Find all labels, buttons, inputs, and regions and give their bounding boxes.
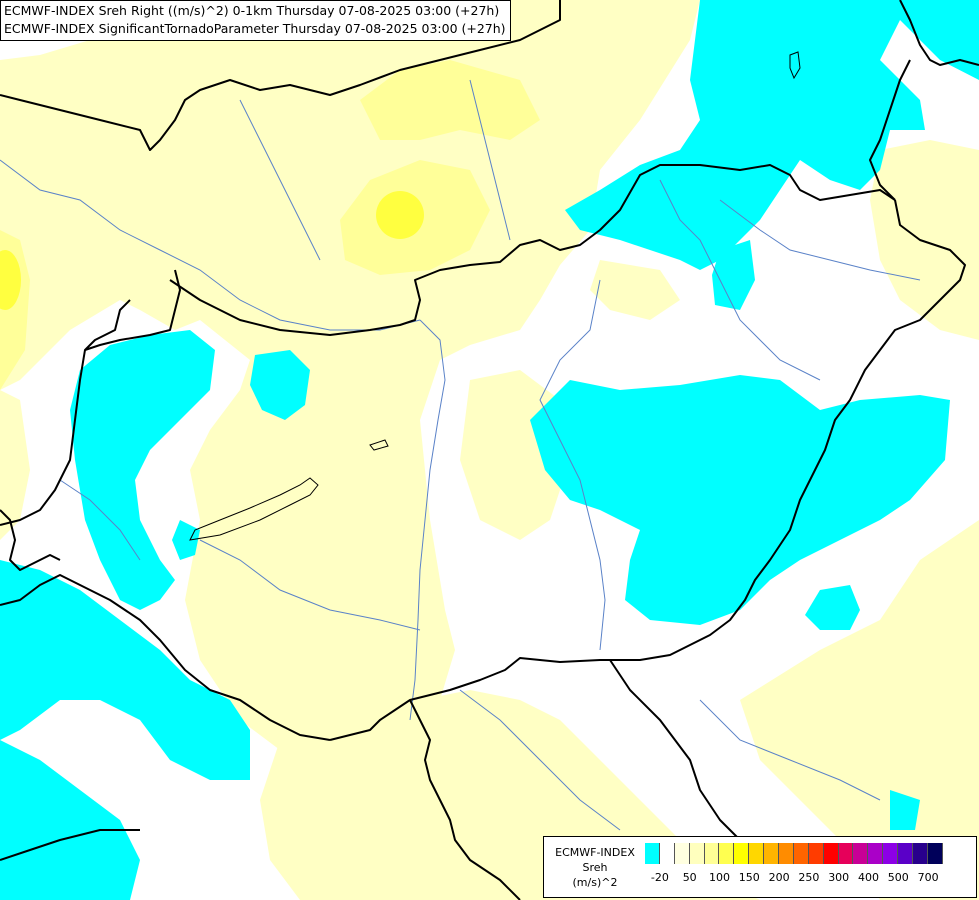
river-danube-north bbox=[0, 159, 421, 331]
legend-swatch bbox=[823, 843, 839, 864]
river-southeast bbox=[699, 699, 881, 801]
border-slovakia-hungary bbox=[169, 164, 896, 336]
yellow-core-west-peak bbox=[0, 250, 21, 310]
legend-tick-label: 250 bbox=[798, 871, 820, 884]
cyan-region-northeast-edge bbox=[930, 0, 979, 40]
border-east-romania bbox=[329, 199, 966, 741]
yellow-region-northeast bbox=[870, 140, 979, 340]
legend-tick-label: -20 bbox=[650, 871, 669, 884]
yellow-region-northwest bbox=[0, 0, 700, 760]
legend-swatch bbox=[734, 843, 750, 864]
legend-tick-label: 400 bbox=[858, 871, 879, 884]
legend-tick-label: 300 bbox=[828, 871, 850, 884]
legend-tick-label: 500 bbox=[887, 871, 909, 884]
border-southwest-2 bbox=[0, 829, 140, 861]
cyan-region-west bbox=[70, 330, 215, 610]
legend-swatches bbox=[645, 843, 943, 864]
legend-swatch bbox=[645, 843, 660, 864]
cyan-region-southeast-blob bbox=[805, 585, 860, 630]
cyan-region-southwest bbox=[0, 560, 250, 780]
cyan-region-east-small bbox=[712, 240, 755, 310]
river-north-center bbox=[469, 79, 511, 241]
legend-swatch bbox=[927, 843, 943, 864]
legend-swatch bbox=[898, 843, 914, 864]
legend-swatch bbox=[719, 843, 735, 864]
legend-swatch bbox=[838, 843, 854, 864]
lakes bbox=[189, 51, 801, 541]
border-far-northeast bbox=[869, 59, 911, 201]
river-northwest bbox=[239, 99, 321, 261]
lake-east bbox=[789, 51, 801, 80]
yellow-core-peak bbox=[376, 191, 424, 239]
legend-tick-label: 50 bbox=[682, 871, 697, 884]
legend-swatch bbox=[868, 843, 884, 864]
legend-swatch bbox=[808, 843, 824, 864]
legend-unit: (m/s)^2 bbox=[572, 876, 618, 889]
yellow-region-west-edge bbox=[0, 390, 30, 540]
river-northeast bbox=[719, 199, 921, 281]
border-northeast-ukraine bbox=[899, 0, 979, 66]
legend-swatch bbox=[913, 843, 928, 864]
legend-swatch bbox=[659, 843, 675, 864]
border-west-slovenia bbox=[0, 509, 61, 571]
river-danube-south bbox=[409, 319, 446, 721]
yellow-region-east-mid bbox=[590, 260, 680, 320]
border-croatia-south bbox=[0, 574, 331, 741]
legend-tick-label: 200 bbox=[768, 871, 790, 884]
yellow-region-southeast bbox=[740, 520, 979, 900]
border-north bbox=[0, 0, 561, 151]
legend-tick-label: 150 bbox=[738, 871, 760, 884]
legend-swatch bbox=[689, 843, 705, 864]
border-austria-hungary bbox=[84, 269, 181, 351]
cyan-region-northeast bbox=[565, 0, 979, 270]
river-tisza bbox=[539, 279, 606, 651]
river-southwest bbox=[59, 479, 141, 561]
legend-swatch bbox=[704, 843, 720, 864]
legend-swatch bbox=[764, 843, 780, 864]
color-legend: ECMWF-INDEX Sreh (m/s)^2 -20 50 100 150 200 2… bbox=[543, 836, 977, 898]
title-line-sreh: ECMWF-INDEX Sreh Right ((m/s)^2) 0-1km T… bbox=[4, 3, 500, 18]
legend-swatch bbox=[779, 843, 794, 864]
cyan-region-south-edge bbox=[890, 790, 920, 830]
yellow-core-regions bbox=[0, 60, 540, 390]
border-serbia-croatia bbox=[409, 699, 521, 900]
legend-label: ECMWF-INDEX Sreh (m/s)^2 bbox=[548, 845, 642, 890]
cyan-region-southwest-lower bbox=[0, 740, 140, 900]
legend-swatch bbox=[674, 843, 690, 864]
legend-model: ECMWF-INDEX bbox=[555, 846, 635, 859]
legend-parameter: Sreh bbox=[582, 861, 608, 874]
legend-swatch bbox=[853, 843, 869, 864]
map-title-box: ECMWF-INDEX Sreh Right ((m/s)^2) 0-1km T… bbox=[0, 0, 511, 41]
cyan-region-east-large bbox=[530, 375, 950, 625]
river-south bbox=[459, 689, 621, 831]
legend-tick-label: 100 bbox=[709, 871, 730, 884]
lake-balaton bbox=[189, 477, 319, 541]
cyan-region-west-small bbox=[250, 350, 310, 420]
title-line-stp: ECMWF-INDEX SignificantTornadoParameter … bbox=[4, 21, 506, 36]
river-lines bbox=[0, 79, 921, 831]
lake-small-north bbox=[369, 439, 389, 451]
legend-tick-label: 700 bbox=[917, 871, 939, 884]
border-slovenia-west bbox=[0, 349, 86, 526]
legend-swatch bbox=[793, 843, 809, 864]
river-west-drava bbox=[199, 539, 421, 631]
cyan-region-south-center bbox=[172, 520, 200, 560]
legend-swatch bbox=[883, 843, 899, 864]
river-east-network bbox=[659, 179, 821, 381]
yellow-core-north bbox=[360, 60, 540, 140]
legend-swatch bbox=[749, 843, 765, 864]
